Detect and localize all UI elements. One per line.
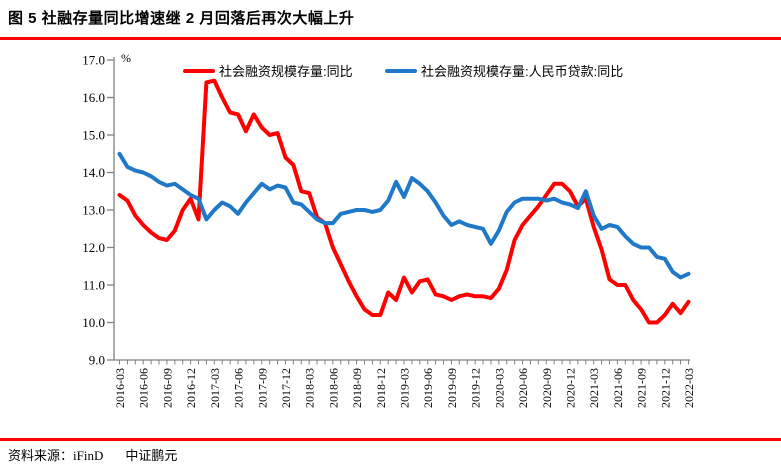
legend-label-loans: 社会融资规模存量:人民币贷款:同比 xyxy=(421,64,624,79)
y-tick-label: 9.0 xyxy=(89,353,105,368)
x-tick-label: 2021-03 xyxy=(587,368,601,408)
x-tick-label: 2016-12 xyxy=(184,368,198,408)
x-tick-label: 2020-06 xyxy=(516,368,530,408)
source-name: iFinD xyxy=(73,448,104,463)
footer: 资料来源：iFinD 中证鹏元 xyxy=(8,445,177,464)
series-line-tsf xyxy=(117,78,691,325)
legend-item-tsf: 社会融资规模存量:同比 xyxy=(183,61,353,80)
x-tick-label: 2020-03 xyxy=(492,368,506,408)
loans-line-swatch-icon xyxy=(385,68,417,73)
y-tick-label: 14.0 xyxy=(82,165,105,180)
tsf-line-swatch-icon xyxy=(183,68,215,73)
y-tick-label: 16.0 xyxy=(82,90,105,105)
x-tick-label: 2020-09 xyxy=(540,368,554,408)
source-label: 资料来源： xyxy=(8,448,74,463)
y-tick-label: 12.0 xyxy=(82,240,105,255)
x-tick-label: 2019-06 xyxy=(421,368,435,408)
x-tick-label: 2018-12 xyxy=(374,368,388,408)
x-tick-label: 2022-03 xyxy=(682,368,696,408)
x-tick-label: 2018-09 xyxy=(350,368,364,408)
x-tick-label: 2019-09 xyxy=(445,368,459,408)
y-tick-label: 13.0 xyxy=(82,203,105,218)
x-tick-label: 2017-03 xyxy=(208,368,222,408)
x-tick-label: 2018-06 xyxy=(326,368,340,408)
x-tick-label: 2018-03 xyxy=(303,368,317,408)
page-title: 图 5 社融存量同比增速继 2 月回落后再次大幅上升 xyxy=(8,10,355,27)
x-tick-label: 2016-06 xyxy=(137,368,151,408)
legend-label-tsf: 社会融资规模存量:同比 xyxy=(219,64,353,79)
x-tick-label: 2020-12 xyxy=(563,368,577,408)
x-tick-label: 2019-12 xyxy=(469,368,483,408)
y-tick-label: 15.0 xyxy=(82,128,105,143)
x-tick-label: 2017-06 xyxy=(232,368,246,408)
y-tick-label: 10.0 xyxy=(82,315,105,330)
x-tick-label: 2016-03 xyxy=(113,368,127,408)
legend-item-loans: 社会融资规模存量:人民币贷款:同比 xyxy=(385,61,623,80)
x-tick-label: 2019-03 xyxy=(398,368,412,408)
x-tick-label: 2016-09 xyxy=(160,368,174,408)
brand-name: 中证鹏元 xyxy=(125,448,178,463)
footer-divider-rule xyxy=(0,438,781,441)
y-tick-label: 17.0 xyxy=(82,53,105,68)
x-tick-label: 2021-06 xyxy=(611,368,625,408)
x-tick-label: 2017-09 xyxy=(255,368,269,408)
y-tick-label: 11.0 xyxy=(83,278,105,293)
title-divider-rule xyxy=(0,37,781,40)
x-tick-label: 2017-12 xyxy=(279,368,293,408)
x-tick-label: 2021-12 xyxy=(658,368,672,408)
series-line-loans xyxy=(117,151,691,280)
x-tick-label: 2021-09 xyxy=(635,368,649,408)
y-axis-unit-label: % xyxy=(121,51,131,65)
